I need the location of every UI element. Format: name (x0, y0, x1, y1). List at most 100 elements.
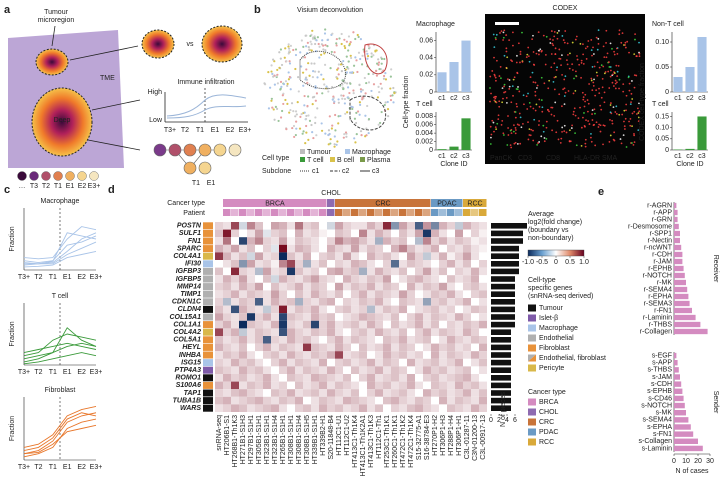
heatmap-cell (463, 260, 471, 268)
codex-cell (534, 90, 537, 93)
heatmap-cell (287, 343, 295, 352)
codex-cell (519, 116, 522, 119)
tissue-spot (346, 66, 349, 69)
codex-cell (491, 119, 494, 122)
codex-cell (542, 130, 545, 133)
heatmap-cell (343, 404, 351, 412)
codex-cell (570, 127, 573, 129)
tissue-spot (270, 70, 273, 73)
tissue-spot (297, 90, 300, 93)
tissue-spot (272, 108, 275, 111)
tissue-spot (294, 67, 297, 71)
bar (491, 344, 511, 351)
legend-label: Macrophage (352, 149, 391, 156)
heatmap-cell (231, 328, 239, 336)
axis-label: Clone ID (676, 161, 703, 168)
bar (461, 118, 471, 150)
codex-cell (559, 57, 562, 60)
codex-cell (517, 42, 520, 45)
tissue-spot (276, 68, 279, 72)
tissue-spot (364, 135, 367, 138)
colorbar-label: -0.5 (536, 259, 548, 266)
heatmap-cell (279, 336, 287, 344)
codex-cell (521, 61, 524, 63)
gene-label: FN1 (188, 238, 201, 245)
y-tick-label: s-NOTCH (641, 402, 672, 409)
heatmap-cell (303, 305, 311, 314)
heatmap-cell (239, 275, 247, 283)
heatmap-cell (319, 389, 327, 397)
codex-cell (600, 96, 603, 99)
codex-cell (622, 134, 625, 136)
tissue-spot (364, 92, 367, 95)
heatmap-cell (455, 252, 463, 260)
heatmap-cell (255, 313, 263, 321)
tissue-spot (344, 46, 347, 50)
heatmap-cell (343, 351, 351, 359)
tissue-spot (352, 91, 355, 95)
heatmap-cell (319, 282, 327, 291)
axis-label: Fraction (9, 226, 16, 251)
heatmap-cell (303, 336, 311, 344)
heatmap-cell (335, 358, 343, 367)
heatmap-cell (455, 267, 463, 276)
codex-cell (555, 131, 558, 134)
tissue-spot (305, 124, 308, 128)
codex-cell (597, 37, 600, 40)
heatmap-cell (295, 343, 303, 352)
legend-swatch (528, 324, 536, 332)
heatmap-cell (239, 290, 247, 298)
tissue-spot (347, 60, 350, 63)
line-series (23, 327, 97, 363)
heatmap-cell (407, 305, 415, 314)
tissue-spot (320, 53, 323, 56)
heatmap-cell (319, 404, 327, 412)
heatmap-cell (271, 351, 279, 359)
tissue-spot (304, 117, 308, 121)
codex-cell (526, 108, 529, 110)
codex-cell (582, 96, 585, 98)
heatmap-cell (271, 366, 279, 374)
heatmap-cell (247, 252, 255, 260)
heatmap-cell (239, 260, 247, 268)
codex-cell (550, 66, 553, 69)
heatmap-cell (343, 389, 351, 397)
codex-cell (550, 113, 553, 116)
legend-label: c2 (342, 168, 350, 175)
heatmap-cell (383, 252, 391, 260)
x-tick-label: E3+ (90, 464, 103, 471)
tissue-spot (351, 107, 354, 111)
legend-label: Endothelial, fibroblast (539, 355, 606, 362)
x-tick-label: 0 (489, 417, 493, 424)
heatmap-cell (463, 290, 471, 298)
heatmap-cell (311, 320, 319, 329)
column-label: HT265B1-S1H1 (280, 415, 287, 465)
codex-cell (638, 102, 640, 105)
patient-bar (463, 209, 471, 216)
heatmap-cell (423, 336, 431, 344)
codex-cell (633, 53, 636, 56)
codex-cell (613, 50, 615, 53)
panel-label: a (4, 4, 11, 16)
heatmap-cell (399, 358, 407, 367)
channel-label: HLA-DR (574, 155, 600, 162)
heatmap-cell (375, 366, 383, 374)
heatmap-cell (255, 381, 263, 390)
line-series (23, 250, 97, 268)
line-series (23, 333, 97, 357)
heatmap-cell (391, 328, 399, 336)
heatmap-cell (247, 260, 255, 268)
heatmap-cell (295, 237, 303, 245)
heatmap-cell (439, 320, 447, 329)
heatmap-cell (239, 381, 247, 390)
heatmap-cell (407, 374, 415, 382)
heatmap-cell (223, 305, 231, 314)
heatmap-cell (367, 252, 375, 260)
codex-cell (580, 59, 583, 62)
heatmap-cell (415, 320, 423, 329)
codex-cell (494, 126, 497, 129)
tissue-spot (331, 124, 334, 127)
heatmap-cell (471, 267, 479, 276)
heatmap-cell (343, 252, 351, 260)
heatmap-cell (231, 351, 239, 359)
